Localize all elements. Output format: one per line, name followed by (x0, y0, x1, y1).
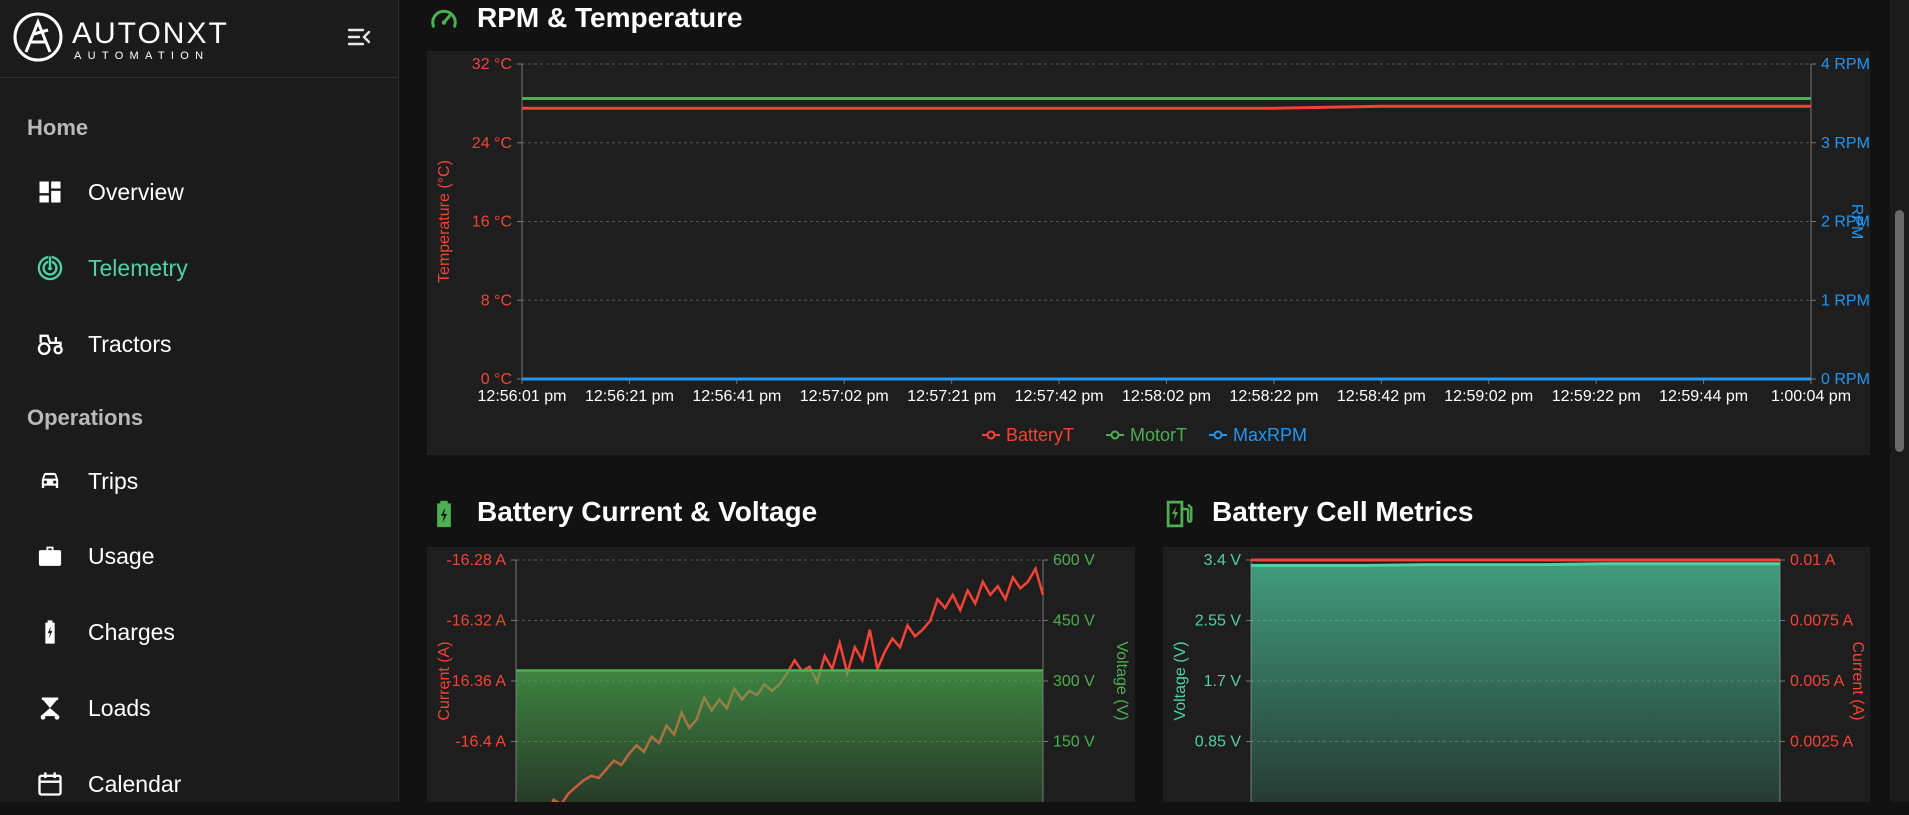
y2-tick-label: 0.0075 A (1790, 613, 1854, 630)
loader-icon (36, 694, 64, 722)
calendar-icon (36, 770, 64, 798)
y2-tick-label: 300 V (1053, 673, 1095, 690)
sidebar-item-label: Calendar (88, 771, 182, 797)
y-tick-label: 24 °C (472, 135, 512, 152)
battery-charging-icon (36, 618, 64, 646)
menu-collapse-icon[interactable] (345, 24, 373, 50)
card-title-battery-current-voltage: Battery Current & Voltage (477, 496, 818, 527)
speedometer-icon (429, 5, 459, 35)
sidebar-item-telemetry[interactable]: Telemetry (0, 239, 398, 299)
scrollbar-thumb[interactable] (1895, 210, 1904, 452)
section-label-home: Home (27, 115, 89, 140)
x-tick-label: 12:56:41 pm (692, 388, 781, 405)
x-tick-label: 12:58:42 pm (1337, 388, 1426, 405)
page-scrollbar[interactable] (1890, 0, 1909, 802)
radar-icon (36, 254, 64, 282)
y-axis-title: Current (A) (436, 641, 453, 720)
series-area-voltage (516, 670, 1043, 802)
autonxt-logo[interactable]: AUTONXT AUTOMATION (12, 10, 242, 66)
y2-tick-label: 4 RPM (1821, 56, 1870, 73)
ev-station-icon (1165, 499, 1195, 529)
x-tick-label: 12:57:42 pm (1015, 388, 1104, 405)
x-tick-label: 12:59:44 pm (1659, 388, 1748, 405)
x-tick-label: 12:59:02 pm (1444, 388, 1533, 405)
y2-tick-label: 1 RPM (1821, 292, 1870, 309)
sidebar-item-overview[interactable]: Overview (0, 163, 398, 223)
dashboard-icon (36, 178, 64, 206)
sidebar-item-trips[interactable]: Trips (0, 452, 398, 512)
y-tick-label: 2.55 V (1195, 613, 1242, 630)
sidebar-item-calendar[interactable]: Calendar (0, 755, 398, 815)
y-axis-title: Temperature (°C) (436, 160, 453, 283)
legend-label-batteryt: BatteryT (1006, 425, 1074, 445)
card-title-battery-cell-metrics: Battery Cell Metrics (1212, 496, 1474, 527)
sidebar-divider (0, 77, 398, 78)
sidebar-item-label: Tractors (88, 331, 172, 357)
x-tick-label: 12:56:01 pm (478, 388, 567, 405)
card-title-rpm-temperature: RPM & Temperature (477, 2, 743, 33)
y-tick-label: -16.32 A (446, 613, 506, 630)
chart-rpm-temperature: 32 °C 4 RPM 24 °C 3 RPM 16 °C 2 RPM 8 °C 1 RPM 0… (427, 51, 1870, 455)
y2-tick-label: 2 RPM (1821, 214, 1870, 231)
tractor-icon (36, 330, 64, 358)
y-tick-label: 0.85 V (1195, 734, 1242, 751)
sidebar-item-label: Loads (88, 695, 151, 721)
x-tick-label: 1:00:04 pm (1771, 388, 1851, 405)
legend-dot-batteryt (986, 430, 996, 440)
y-tick-label: 1.7 V (1204, 673, 1242, 690)
sidebar-item-label: Telemetry (88, 255, 188, 281)
y2-tick-label: 0.01 A (1790, 552, 1836, 569)
y-tick-label: 32 °C (472, 56, 512, 73)
sidebar-item-charges[interactable]: Charges (0, 603, 398, 663)
y-tick-label: 8 °C (481, 292, 512, 309)
series-line-voltage (1251, 562, 1780, 567)
y-axis-title: Voltage (V) (1172, 641, 1189, 720)
series-area-voltage (1251, 563, 1780, 802)
y-tick-label: -16.28 A (446, 552, 506, 569)
brand-sub: AUTOMATION (74, 50, 209, 62)
chart-battery-current-voltage: -16.28 A 600 V -16.32 A 450 V -16.36 A 300 V -… (427, 547, 1135, 802)
sidebar-item-label: Usage (88, 543, 155, 569)
briefcase-icon (36, 542, 64, 570)
sidebar: AUTONXT AUTOMATION Home Overview Telemet… (0, 0, 399, 802)
y2-tick-label: 3 RPM (1821, 135, 1870, 152)
sidebar-item-tractors[interactable]: Tractors (0, 315, 398, 375)
x-tick-label: 12:58:02 pm (1122, 388, 1211, 405)
sidebar-item-label: Overview (88, 179, 184, 205)
y-tick-label: -16.4 A (455, 734, 506, 751)
x-tick-label: 12:57:21 pm (907, 388, 996, 405)
y2-tick-label: 450 V (1053, 613, 1095, 630)
legend-dot-maxrpm (1213, 430, 1223, 440)
section-label-operations: Operations (27, 405, 144, 430)
y2-axis-title: Voltage (V) (1113, 641, 1130, 720)
y2-axis-title: RPM (1848, 204, 1865, 240)
y2-tick-label: 150 V (1053, 734, 1095, 751)
x-tick-label: 12:57:02 pm (800, 388, 889, 405)
y-tick-label: 0 °C (481, 371, 512, 388)
y2-axis-title: Current (A) (1849, 641, 1866, 720)
y-tick-label: -16.36 A (446, 673, 506, 690)
sidebar-item-label: Trips (88, 468, 139, 494)
sidebar-item-loads[interactable]: Loads (0, 679, 398, 739)
y2-tick-label: 600 V (1053, 552, 1095, 569)
series-line-batteryt (522, 104, 1811, 110)
sidebar-item-usage[interactable]: Usage (0, 527, 398, 587)
x-tick-label: 12:56:21 pm (585, 388, 674, 405)
brand-name: AUTONXT (72, 17, 229, 50)
battery-charging-icon (429, 499, 459, 529)
chart-battery-cell-metrics: 3.4 V 0.01 A 2.55 V 0.0075 A 1.7 V 0.005 A 0.8… (1163, 547, 1870, 802)
legend-label-maxrpm: MaxRPM (1233, 425, 1307, 445)
y-tick-label: 16 °C (472, 214, 512, 231)
sidebar-item-label: Charges (88, 619, 175, 645)
legend-label-motort: MotorT (1130, 425, 1187, 445)
x-tick-label: 12:59:22 pm (1552, 388, 1641, 405)
main-content: RPM & Temperature 32 °C 4 RPM 24 °C 3 RPM 16… (399, 0, 1890, 802)
y2-tick-label: 0 RPM (1821, 371, 1870, 388)
legend-dot-motort (1110, 430, 1120, 440)
y2-tick-label: 0.0025 A (1790, 734, 1854, 751)
car-icon (36, 467, 64, 495)
y2-tick-label: 0.005 A (1790, 673, 1845, 690)
x-tick-label: 12:58:22 pm (1229, 388, 1318, 405)
y-tick-label: 3.4 V (1204, 552, 1242, 569)
